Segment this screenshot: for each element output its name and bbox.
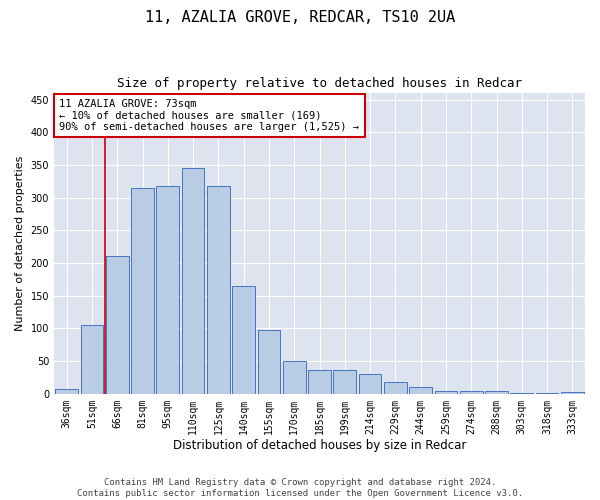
Bar <box>384 382 407 394</box>
Bar <box>80 325 103 394</box>
Bar <box>182 168 205 394</box>
Title: Size of property relative to detached houses in Redcar: Size of property relative to detached ho… <box>117 78 522 90</box>
Bar <box>511 392 533 394</box>
Bar <box>232 286 255 394</box>
Bar <box>257 330 280 394</box>
Bar <box>409 388 432 394</box>
Bar <box>359 374 382 394</box>
Bar <box>283 361 305 394</box>
Bar <box>131 188 154 394</box>
Bar <box>460 390 482 394</box>
Bar <box>55 390 78 394</box>
Bar <box>536 392 559 394</box>
Text: Contains HM Land Registry data © Crown copyright and database right 2024.
Contai: Contains HM Land Registry data © Crown c… <box>77 478 523 498</box>
Text: 11, AZALIA GROVE, REDCAR, TS10 2UA: 11, AZALIA GROVE, REDCAR, TS10 2UA <box>145 10 455 25</box>
Bar <box>334 370 356 394</box>
X-axis label: Distribution of detached houses by size in Redcar: Distribution of detached houses by size … <box>173 440 466 452</box>
Bar <box>207 186 230 394</box>
Y-axis label: Number of detached properties: Number of detached properties <box>15 156 25 331</box>
Bar <box>106 256 128 394</box>
Bar <box>308 370 331 394</box>
Bar <box>561 392 584 394</box>
Bar <box>434 390 457 394</box>
Bar <box>157 186 179 394</box>
Text: 11 AZALIA GROVE: 73sqm
← 10% of detached houses are smaller (169)
90% of semi-de: 11 AZALIA GROVE: 73sqm ← 10% of detached… <box>59 99 359 132</box>
Bar <box>485 390 508 394</box>
